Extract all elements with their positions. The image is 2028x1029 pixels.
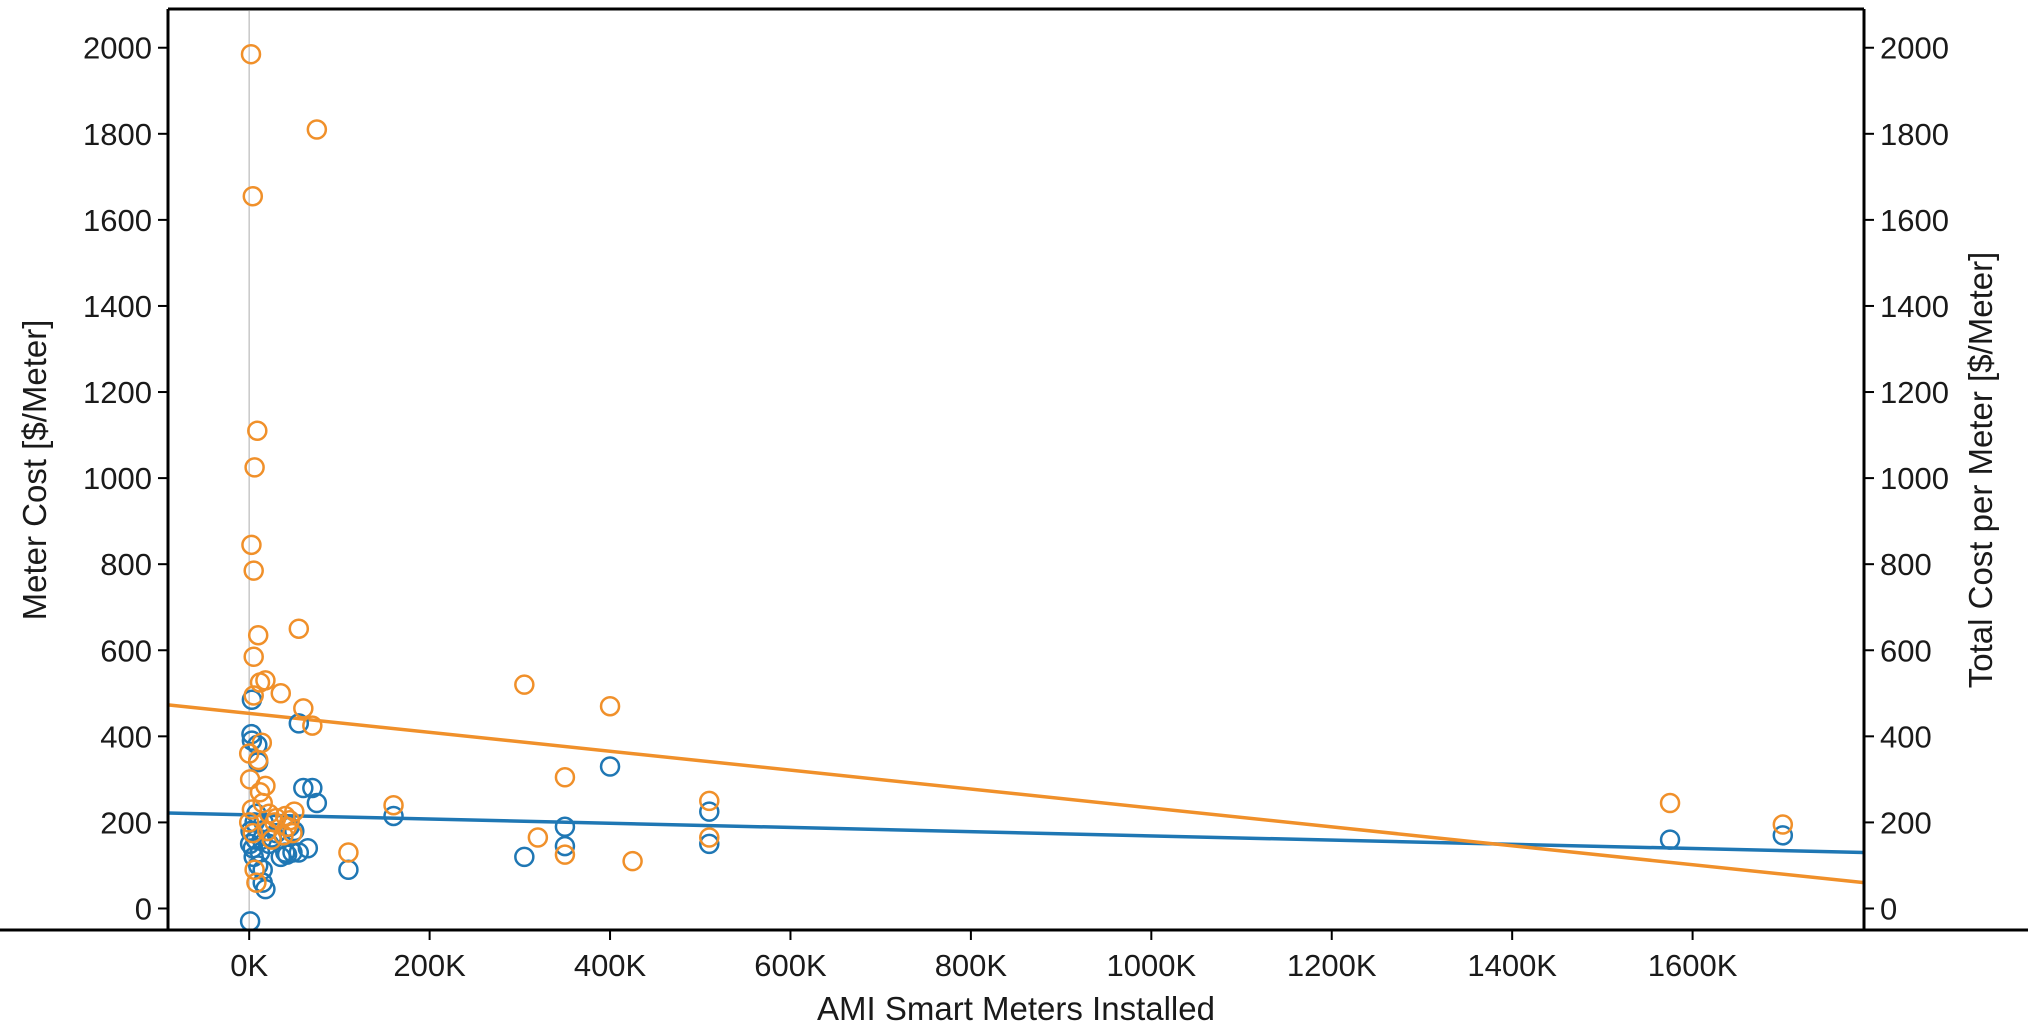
trend-lines bbox=[167, 703, 1865, 885]
left-y-tick-label: 0 bbox=[135, 891, 152, 926]
right-y-tick-label: 1200 bbox=[1880, 375, 1949, 410]
data-point-series-1 bbox=[554, 835, 576, 857]
data-point-series-2 bbox=[240, 43, 262, 65]
left-y-tick-label: 200 bbox=[100, 805, 152, 840]
data-point-series-1 bbox=[241, 730, 263, 751]
data-point-series-2 bbox=[246, 872, 267, 893]
left-y-tick-label: 1200 bbox=[83, 375, 152, 410]
data-point-series-1 bbox=[288, 713, 310, 734]
data-point-series-2 bbox=[243, 685, 264, 706]
axis-ticks: 0K 200K 400K 600K 800K 1000K 1200K 1400K 1600K 0 0… bbox=[83, 31, 1949, 983]
data-point-series-1 bbox=[514, 846, 535, 868]
data-point-series-2 bbox=[514, 674, 535, 695]
data-point-series-2 bbox=[527, 827, 549, 848]
data-point-series-2 bbox=[270, 683, 292, 704]
data-point-series-2 bbox=[238, 812, 260, 833]
data-point-series-2 bbox=[1772, 814, 1794, 835]
x-tick-label: 600K bbox=[754, 948, 827, 983]
x-axis-title: AMI Smart Meters Installed bbox=[817, 990, 1215, 1027]
data-point-series-2 bbox=[306, 119, 328, 140]
data-point-series-2 bbox=[242, 185, 264, 207]
data-point-series-2 bbox=[255, 775, 276, 797]
data-point-series-2 bbox=[554, 766, 576, 788]
data-point-series-1 bbox=[302, 777, 323, 799]
right-y-tick-label: 800 bbox=[1880, 547, 1932, 582]
data-point-series-2 bbox=[247, 420, 268, 442]
right-y-tick-label: 1800 bbox=[1880, 117, 1949, 152]
data-point-series-2 bbox=[244, 859, 265, 880]
data-point-series-2 bbox=[255, 670, 276, 691]
data-point-series-1 bbox=[699, 801, 720, 822]
data-point-series-1 bbox=[252, 859, 273, 880]
data-point-series-2 bbox=[251, 732, 273, 754]
right-y-tick-label: 0 bbox=[1880, 891, 1897, 926]
x-tick-label: 0K bbox=[230, 948, 268, 983]
left-y-tick-label: 1400 bbox=[83, 289, 152, 324]
data-point-series-2 bbox=[293, 698, 314, 719]
data-point-series-2 bbox=[622, 850, 643, 872]
data-point-series-2 bbox=[241, 534, 262, 556]
data-point-series-2 bbox=[243, 560, 264, 581]
right-y-axis-title: Total Cost per Meter [$/Meter] bbox=[1962, 252, 1999, 689]
x-tick-label: 200K bbox=[393, 948, 466, 983]
data-point-series-1 bbox=[239, 911, 261, 932]
left-y-tick-label: 1800 bbox=[83, 117, 152, 152]
data-point-series-2 bbox=[302, 715, 323, 736]
right-y-tick-label: 1000 bbox=[1880, 461, 1949, 496]
data-point-series-2 bbox=[247, 624, 269, 646]
data-points bbox=[238, 43, 1794, 932]
data-point-series-1 bbox=[297, 837, 319, 859]
trend-line-series-1 bbox=[167, 811, 1865, 855]
data-point-series-2 bbox=[244, 457, 265, 478]
left-y-tick-label: 1600 bbox=[83, 203, 152, 238]
data-point-series-2 bbox=[284, 801, 305, 822]
data-point-series-2 bbox=[699, 827, 720, 848]
x-tick-label: 1000K bbox=[1106, 948, 1196, 983]
data-point-series-2 bbox=[282, 822, 303, 844]
left-y-tick-label: 600 bbox=[100, 633, 152, 668]
data-point-series-1 bbox=[1659, 829, 1681, 850]
data-point-series-2 bbox=[383, 794, 404, 816]
left-y-axis-title: Meter Cost [$/Meter] bbox=[16, 320, 53, 621]
data-point-series-1 bbox=[599, 756, 621, 777]
left-y-tick-label: 400 bbox=[100, 719, 152, 754]
data-point-series-2 bbox=[699, 790, 720, 812]
data-point-series-2 bbox=[554, 844, 576, 865]
data-point-series-2 bbox=[1659, 792, 1681, 814]
right-y-tick-label: 600 bbox=[1880, 633, 1932, 668]
data-point-series-1 bbox=[1772, 825, 1794, 846]
data-point-series-2 bbox=[599, 695, 621, 717]
data-point-series-1 bbox=[293, 777, 314, 799]
right-y-tick-label: 400 bbox=[1880, 719, 1932, 754]
trend-line-series-2 bbox=[167, 703, 1865, 885]
data-point-series-1 bbox=[554, 816, 576, 837]
data-point-series-2 bbox=[338, 842, 359, 863]
data-point-series-1 bbox=[699, 833, 720, 855]
right-y-tick-label: 200 bbox=[1880, 805, 1932, 840]
left-y-tick-label: 1000 bbox=[83, 461, 152, 496]
data-point-series-2 bbox=[243, 646, 264, 667]
x-tick-label: 800K bbox=[935, 948, 1008, 983]
right-y-tick-label: 2000 bbox=[1880, 31, 1949, 66]
data-point-series-1 bbox=[338, 859, 359, 880]
right-y-tick-label: 1600 bbox=[1880, 203, 1949, 238]
left-y-tick-label: 800 bbox=[100, 547, 152, 582]
x-tick-label: 1200K bbox=[1287, 948, 1377, 983]
data-point-series-2 bbox=[288, 618, 310, 639]
data-point-series-2 bbox=[249, 782, 271, 803]
left-y-tick-label: 2000 bbox=[83, 31, 152, 66]
x-tick-label: 1600K bbox=[1648, 948, 1738, 983]
data-point-series-1 bbox=[282, 842, 303, 863]
data-point-series-1 bbox=[383, 805, 404, 827]
x-tick-label: 400K bbox=[574, 948, 647, 983]
data-point-series-1 bbox=[306, 792, 328, 814]
data-point-series-2 bbox=[242, 822, 264, 844]
right-y-tick-label: 1400 bbox=[1880, 289, 1949, 324]
x-tick-label: 1400K bbox=[1467, 948, 1557, 983]
